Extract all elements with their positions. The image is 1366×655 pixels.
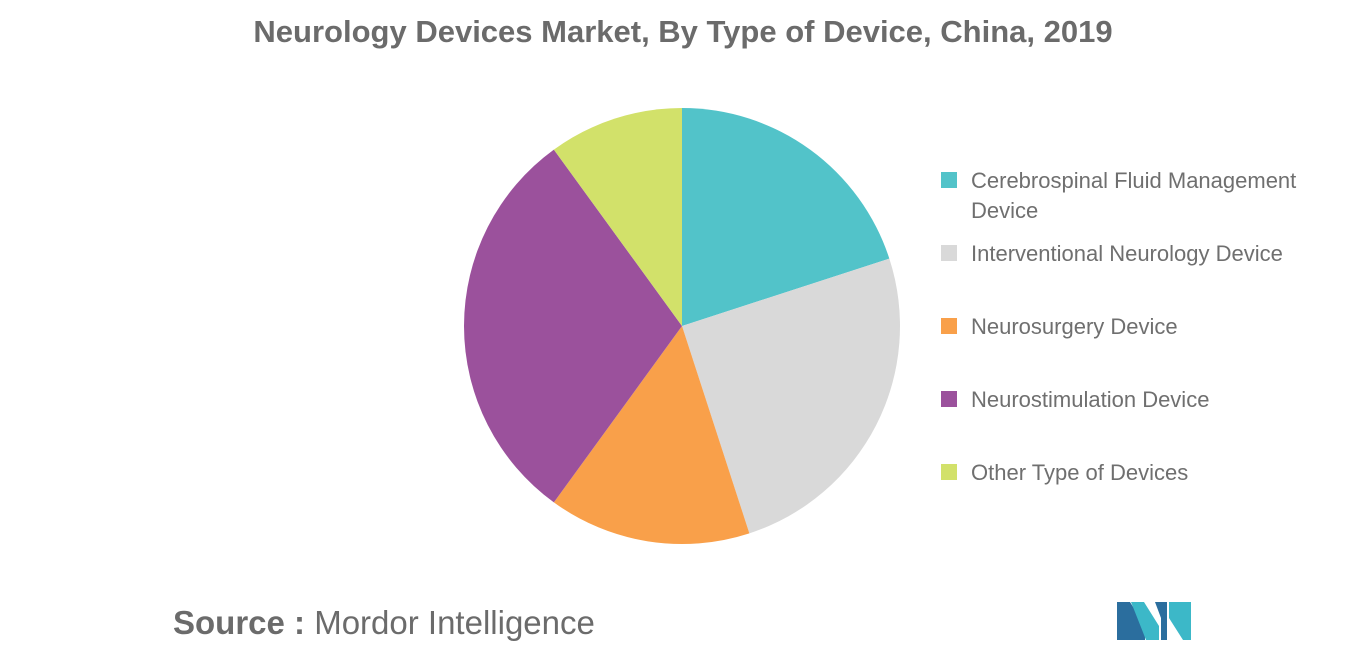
source-note: Source : Mordor Intelligence (173, 604, 595, 642)
legend-swatch (941, 245, 957, 261)
source-label: Source : (173, 604, 306, 641)
pie-slice-4 (553, 108, 682, 326)
mordor-intelligence-logo (1117, 602, 1191, 640)
pie-slice-2 (553, 326, 750, 544)
legend-label: Neurostimulation Device (971, 387, 1210, 412)
legend-item-2: Neurosurgery Device (941, 312, 1341, 342)
pie-slice-3 (464, 149, 682, 503)
legend-swatch (941, 391, 957, 407)
pie-chart (464, 108, 900, 544)
legend-swatch (941, 172, 957, 188)
chart-title: Neurology Devices Market, By Type of Dev… (253, 14, 1113, 49)
legend-item-3: Neurostimulation Device (941, 385, 1341, 415)
source-text: Mordor Intelligence (314, 604, 595, 641)
legend-swatch (941, 464, 957, 480)
legend-item-4: Other Type of Devices (941, 458, 1341, 488)
legend: Cerebrospinal Fluid Management Device Int… (941, 166, 1341, 488)
pie-slice-1 (682, 258, 900, 534)
legend-label: Interventional Neurology Device (971, 241, 1283, 266)
legend-item-0: Cerebrospinal Fluid Management Device (941, 166, 1341, 226)
legend-item-1: Interventional Neurology Device (941, 239, 1341, 269)
legend-swatch (941, 318, 957, 334)
pie-slice-0 (682, 108, 890, 326)
legend-label: Cerebrospinal Fluid Management Device (971, 168, 1297, 223)
legend-label: Other Type of Devices (971, 460, 1189, 485)
legend-label: Neurosurgery Device (971, 314, 1178, 339)
